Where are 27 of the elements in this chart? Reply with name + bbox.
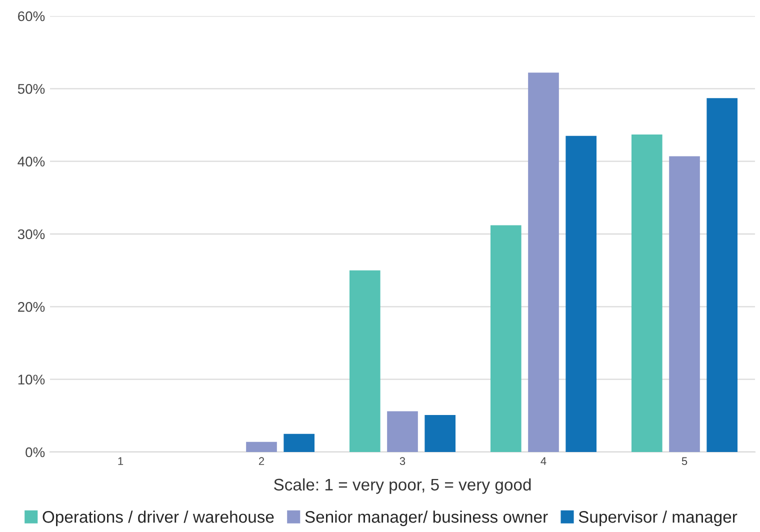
y-tick-label: 0% (26, 447, 45, 458)
legend-label: Operations / driver / warehouse (42, 510, 274, 526)
x-tick-label: 4 (540, 457, 546, 465)
bar (631, 134, 662, 452)
bar (424, 414, 456, 452)
y-tick-label: 10% (18, 374, 45, 385)
x-axis-title: Scale: 1 = very poor, 5 = very good (274, 478, 531, 494)
x-tick-label: 3 (400, 457, 406, 466)
y-tick-label: 60% (18, 11, 45, 22)
bar (528, 72, 559, 452)
bar (566, 136, 597, 452)
x-tick-label: 5 (682, 457, 688, 466)
bar (284, 434, 315, 452)
bar (387, 411, 418, 452)
y-tick-label: 50% (18, 84, 45, 94)
y-tick-label: 20% (18, 302, 45, 312)
legend-label: Senior manager/ business owner (305, 510, 548, 526)
y-tick-label: 40% (18, 156, 45, 167)
x-tick-label: 1 (118, 457, 124, 465)
x-tick-label: 2 (258, 457, 264, 465)
bar (669, 156, 700, 452)
bar (490, 225, 522, 452)
bar (349, 270, 380, 452)
y-tick-label: 30% (18, 229, 45, 240)
legend-label: Supervisor / manager (578, 510, 738, 526)
bar (706, 98, 738, 452)
bar (246, 442, 277, 452)
